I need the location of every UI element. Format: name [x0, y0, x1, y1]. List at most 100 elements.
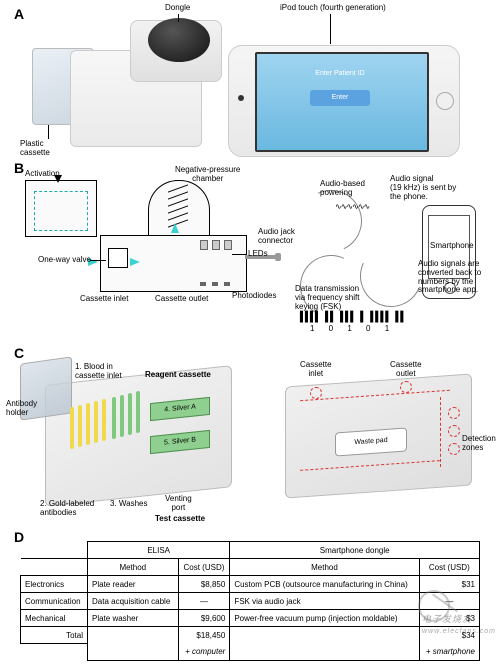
channel-yellow	[86, 403, 90, 445]
annot-audiosignal: Audio signal (19 kHz) is sent by the pho…	[390, 175, 456, 201]
table-row: Electronics Plate reader $8,850 Custom P…	[21, 576, 480, 593]
col-cost: Cost (USD)	[419, 559, 479, 576]
panel-c-label: C	[14, 345, 24, 361]
channel-green	[128, 393, 132, 435]
annot-washes: 3. Washes	[110, 500, 148, 509]
annot-holder: Antibody holder	[6, 400, 37, 418]
annot-reagent: Reagent cassette	[145, 371, 211, 380]
panel-c: C 4. Silver A 5. Silver B Antibody holde…	[0, 345, 500, 530]
cell: Plate washer	[88, 610, 179, 627]
annot-ipod: iPod touch (fourth generation)	[280, 4, 386, 13]
channel-green	[120, 395, 124, 437]
cell: Power-free vacuum pump (injection moldab…	[230, 610, 419, 627]
annot-valve: One-way valve	[38, 256, 91, 265]
channel-green	[136, 391, 140, 433]
photodiode-icon	[212, 282, 218, 286]
cell: Data acquisition cable	[88, 593, 179, 610]
channel-yellow	[94, 401, 98, 443]
table-row: Total $18,450 $34	[21, 627, 480, 644]
annot-convert: Audio signals are converted back to numb…	[418, 260, 481, 295]
elisa-header: ELISA	[88, 542, 230, 559]
cell: $18,450	[178, 627, 230, 644]
detection-zone-marker	[448, 407, 460, 419]
leader-line	[178, 14, 179, 22]
annot-testcassette: Test cassette	[155, 515, 205, 524]
leader-line	[330, 14, 331, 44]
one-way-valve	[108, 248, 128, 268]
annot-leds: LEDs	[248, 250, 268, 259]
leader-line	[232, 254, 246, 255]
photodiode-icon	[200, 282, 206, 286]
col-method: Method	[230, 559, 419, 576]
table-row: ELISA Smartphone dongle	[21, 542, 480, 559]
cell: Mechanical	[21, 610, 88, 627]
annot-blood: 1. Blood in cassette inlet	[75, 363, 122, 381]
cell: $9,600	[178, 610, 230, 627]
ipod-home-button[interactable]	[436, 92, 454, 110]
annot-gold: 2. Gold-labeled antibodies	[40, 500, 94, 518]
ipod-camera	[238, 95, 244, 101]
col-cost: Cost (USD)	[178, 559, 230, 576]
arrow-cyan-icon	[171, 223, 179, 233]
annot-vent: Venting port	[165, 495, 192, 513]
cell: Plate reader	[88, 576, 179, 593]
led-icon	[212, 240, 220, 250]
dongle-header: Smartphone dongle	[230, 542, 480, 559]
flow-path	[440, 397, 442, 467]
table-row: Mechanical Plate washer $9,600 Power-fre…	[21, 610, 480, 627]
annot-dongle: Dongle	[165, 4, 190, 13]
channel-green	[112, 397, 116, 439]
panel-b: B Activation Negative-pressure chamber O…	[0, 160, 500, 335]
ipod-enter-button[interactable]: Enter	[310, 90, 370, 106]
activation-inset	[25, 180, 97, 237]
barcode-icon: ▌▌▌▌ ▌▌ ▌▌▌ ▌ ▌▌▌▌ ▌▌	[300, 312, 405, 323]
audio-jack-tip	[275, 253, 281, 261]
annot-audiopower: Audio-based powering	[320, 180, 365, 198]
leader-line	[90, 260, 106, 261]
cell: + smartphone	[419, 644, 479, 661]
cell: Total	[21, 627, 88, 644]
watermark-text: 电子发烧友 www.elecfans.com	[422, 612, 496, 635]
table-row: Communication Data acquisition cable — F…	[21, 593, 480, 610]
annot-outlet: Cassette outlet	[155, 295, 208, 304]
cell: —	[178, 593, 230, 610]
detection-zone-marker	[448, 443, 460, 455]
inlet-marker	[310, 387, 322, 399]
wave-icon: ∿∿∿∿∿∿	[335, 202, 369, 211]
annot-jack: Audio jack connector	[258, 228, 295, 246]
photodiode-icon	[224, 282, 230, 286]
outlet-marker	[400, 381, 412, 393]
cost-table: ELISA Smartphone dongle Method Cost (USD…	[20, 541, 480, 661]
figure: A Enter Patient ID Enter Dongle iPod tou…	[0, 0, 500, 670]
panel-a: A Enter Patient ID Enter Dongle iPod tou…	[0, 0, 500, 160]
cell: FSK via audio jack	[230, 593, 419, 610]
annot-cassette: Plastic cassette	[20, 140, 50, 158]
leader-line	[48, 125, 49, 139]
channel-yellow	[70, 407, 74, 449]
detection-zone-marker	[448, 425, 460, 437]
annot-fsk: Data transmission via frequency shift ke…	[295, 285, 359, 311]
led-icon	[224, 240, 232, 250]
annot-photodiodes: Photodiodes	[232, 292, 276, 301]
annot-smartphone: Smartphone	[430, 242, 474, 251]
channel-yellow	[102, 399, 106, 441]
table-row: + computer + smartphone	[21, 644, 480, 661]
panel-a-label: A	[14, 6, 24, 22]
channel-yellow	[78, 405, 82, 447]
led-icon	[200, 240, 208, 250]
panel-b-label: B	[14, 160, 24, 176]
annot-detect: Detection zones	[462, 435, 496, 453]
annot-inlet: Cassette inlet	[80, 295, 128, 304]
table-row: Method Cost (USD) Method Cost (USD)	[21, 559, 480, 576]
waste-pad: Waste pad	[335, 427, 407, 456]
bits: 1 0 1 0 1	[310, 325, 395, 334]
cell: Custom PCB (outsource manufacturing in C…	[230, 576, 419, 593]
arrow-cyan-icon	[130, 258, 140, 266]
annot-activation: Activation	[25, 170, 60, 179]
annot-npc: Negative-pressure chamber	[175, 166, 240, 184]
ipod-title: Enter Patient ID	[310, 70, 370, 80]
annot-cin: Cassette inlet	[300, 361, 332, 379]
cell: + computer	[178, 644, 230, 661]
dongle-cap	[148, 18, 210, 62]
cell: Communication	[21, 593, 88, 610]
